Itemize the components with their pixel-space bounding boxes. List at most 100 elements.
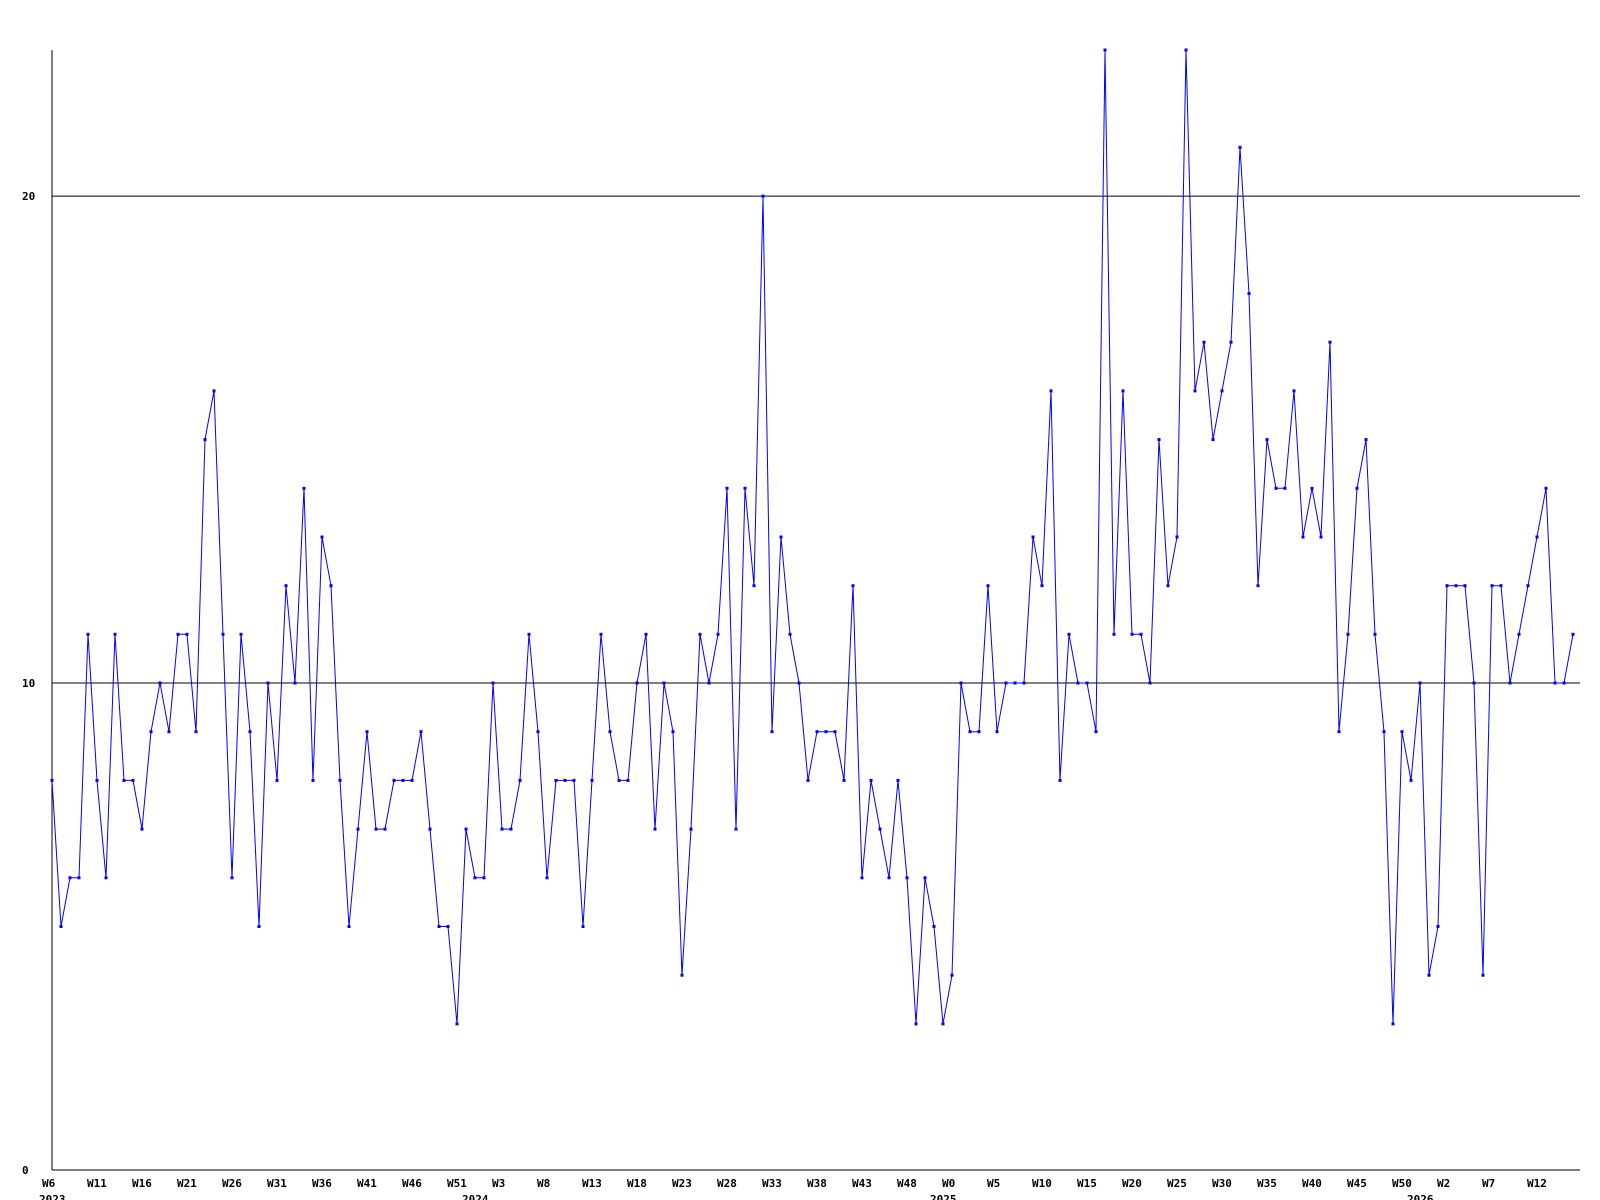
- data-point: [1382, 730, 1386, 734]
- x-tick-label: W11: [87, 1177, 107, 1190]
- data-point: [1310, 486, 1314, 490]
- data-point: [329, 584, 333, 588]
- x-tick-label: W20: [1122, 1177, 1142, 1190]
- data-point: [1049, 389, 1053, 393]
- data-point: [1229, 340, 1233, 344]
- data-point: [1364, 438, 1368, 442]
- series-line: [51, 49, 1574, 1024]
- data-point: [275, 778, 279, 782]
- data-point: [698, 632, 702, 636]
- data-point: [743, 486, 747, 490]
- data-point: [1328, 340, 1332, 344]
- x-tick-label: W28: [717, 1177, 737, 1190]
- data-point: [1040, 584, 1044, 588]
- series: [50, 48, 1575, 1026]
- data-point: [509, 827, 513, 831]
- data-point: [707, 681, 711, 685]
- data-point: [1319, 535, 1323, 539]
- data-point: [1337, 730, 1341, 734]
- data-point: [158, 681, 162, 685]
- data-point: [1481, 973, 1485, 977]
- data-point: [851, 584, 855, 588]
- data-point: [977, 730, 981, 734]
- x-tick-label: W10: [1032, 1177, 1052, 1190]
- data-point: [86, 632, 90, 636]
- y-tick-label: 0: [22, 1164, 29, 1177]
- data-point: [662, 681, 666, 685]
- x-tick-label: W40: [1302, 1177, 1322, 1190]
- data-point: [230, 876, 234, 880]
- data-point: [1265, 438, 1269, 442]
- data-point: [536, 730, 540, 734]
- year-labels: 2023 2024 2025 2026: [39, 1193, 1434, 1200]
- x-tick-label: W8: [537, 1177, 550, 1190]
- data-point: [518, 778, 522, 782]
- x-tick-label: W45: [1347, 1177, 1367, 1190]
- data-point: [1355, 486, 1359, 490]
- data-point: [833, 730, 837, 734]
- data-point: [923, 876, 927, 880]
- data-point: [113, 632, 117, 636]
- data-point: [464, 827, 468, 831]
- data-point: [1553, 681, 1557, 685]
- data-point: [761, 194, 765, 198]
- data-point: [185, 632, 189, 636]
- data-point: [482, 876, 486, 880]
- x-tick-label: W41: [357, 1177, 377, 1190]
- data-point: [1535, 535, 1539, 539]
- data-point: [887, 876, 891, 880]
- data-point: [77, 876, 81, 880]
- data-point: [1247, 292, 1251, 295]
- x-tick-label: W26: [222, 1177, 242, 1190]
- data-point: [374, 827, 378, 831]
- x-tick-label: W13: [582, 1177, 602, 1190]
- data-point: [1517, 632, 1521, 636]
- data-point: [1130, 632, 1134, 636]
- data-point: [950, 973, 954, 977]
- data-point: [221, 632, 225, 636]
- data-point: [842, 778, 846, 782]
- data-point: [347, 925, 351, 928]
- data-point: [149, 730, 153, 734]
- data-point: [995, 730, 999, 734]
- data-point: [896, 778, 900, 782]
- data-point: [1409, 778, 1413, 782]
- data-point: [1526, 584, 1530, 588]
- data-point: [1373, 632, 1377, 636]
- x-tick-label: W38: [807, 1177, 827, 1190]
- data-point: [1292, 389, 1296, 393]
- data-point: [617, 778, 621, 782]
- y-tick-label: 20: [22, 190, 35, 203]
- data-point: [1166, 584, 1170, 588]
- data-point: [914, 1022, 918, 1026]
- data-point: [860, 876, 864, 880]
- data-point: [1211, 438, 1215, 442]
- grid-lines: [52, 195, 1580, 684]
- data-point: [986, 584, 990, 588]
- data-point: [1454, 584, 1458, 588]
- data-point: [680, 973, 684, 977]
- data-point: [491, 681, 495, 685]
- data-point: [1112, 632, 1116, 636]
- data-point: [1256, 584, 1260, 588]
- data-point: [392, 778, 396, 782]
- data-point: [1274, 486, 1278, 490]
- data-point: [266, 681, 270, 685]
- x-tick-label: W48: [897, 1177, 917, 1190]
- data-point: [428, 827, 432, 831]
- x-tick-label: W23: [672, 1177, 692, 1190]
- data-point: [1148, 681, 1152, 685]
- data-point: [770, 730, 774, 734]
- data-point: [410, 778, 414, 782]
- data-point: [203, 438, 207, 442]
- data-point: [383, 827, 387, 831]
- year-label: 2023: [39, 1193, 66, 1200]
- x-tick-label: W12: [1527, 1177, 1547, 1190]
- axes: [51, 50, 1580, 1171]
- x-tick-label: W7: [1482, 1177, 1495, 1190]
- x-tick-label: W25: [1167, 1177, 1187, 1190]
- data-point: [1445, 584, 1449, 588]
- data-point: [932, 925, 936, 928]
- data-point: [167, 730, 171, 734]
- data-point: [284, 584, 288, 588]
